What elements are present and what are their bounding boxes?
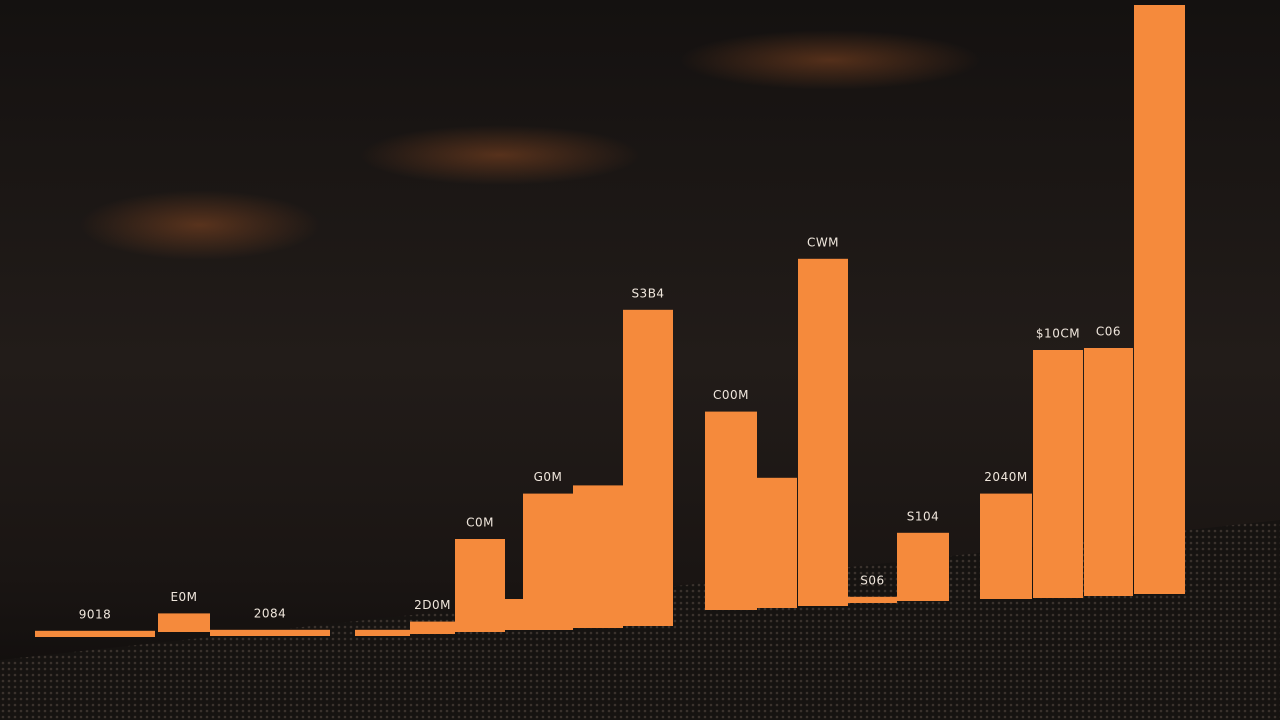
background-glow (680, 30, 980, 90)
bar-label: S104 (907, 509, 940, 523)
bar (757, 477, 797, 608)
bar (455, 539, 505, 632)
bar (1033, 350, 1083, 598)
bar-label: E0M (170, 590, 197, 604)
background-glow (360, 125, 640, 185)
bar-label: S3B4 (631, 286, 664, 300)
bar (980, 493, 1032, 599)
bar-label: 2D0M (414, 598, 451, 612)
bar (523, 493, 573, 630)
bar (623, 309, 673, 626)
bar-label: G0M (534, 470, 563, 484)
bar (410, 621, 455, 634)
bar (210, 629, 330, 636)
bar (573, 485, 623, 628)
bar-label: 2040M (984, 470, 1027, 484)
background-glow (80, 190, 320, 260)
bar (897, 532, 949, 601)
bar (705, 411, 757, 610)
bar (798, 258, 848, 606)
bar-label: 2084 (254, 606, 287, 620)
bar-group: 9018 E0M 2084 2D0M C0M G0M S3B4 C00M CWM S06 S104 2… (35, 5, 1185, 637)
bar-label: C00M (713, 388, 749, 402)
bar (1084, 348, 1133, 596)
bar (355, 629, 410, 636)
bar-label: $10CM (1036, 327, 1080, 341)
bar (848, 596, 897, 603)
bar-label: CWM (807, 235, 839, 249)
bar (35, 630, 155, 637)
bar (158, 613, 210, 632)
bar-label: C0M (466, 516, 494, 530)
bar (1134, 5, 1185, 594)
bar (505, 599, 523, 630)
bar-label: 9018 (79, 607, 112, 621)
bar-label: C06 (1096, 325, 1121, 339)
bar-label: S06 (860, 573, 884, 587)
